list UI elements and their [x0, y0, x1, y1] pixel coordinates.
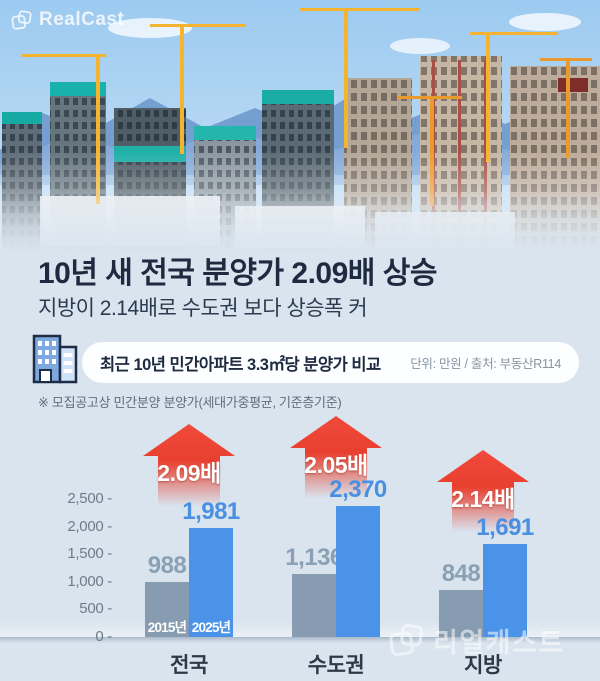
buildings-icon: [32, 334, 78, 389]
unit-source-label: 단위: 만원 / 출처: 부동산R114: [410, 357, 561, 371]
bar-2015년-전국: [145, 582, 189, 637]
y-axis-tick: 1,000 -: [67, 572, 112, 590]
baseline: [0, 637, 600, 643]
construction-site-photo: [0, 0, 600, 265]
growth-multiplier-label: 2.05배: [304, 452, 368, 478]
headline-subtitle: 지방이 2.14배로 수도권 보다 상승폭 커: [38, 297, 368, 320]
y-axis-tick: 500 -: [79, 600, 112, 618]
growth-arrow-icon: [290, 416, 382, 498]
watermark: 리얼캐스트: [387, 620, 565, 660]
bar-2025년-지방: [483, 543, 527, 637]
watermark-text: 리얼캐스트: [433, 627, 565, 658]
watermark-cube-icon: [389, 624, 423, 657]
cube-logo-icon: [11, 10, 32, 30]
category-label-지방: 지방: [464, 654, 502, 677]
bar-2025년-전국: [189, 527, 233, 637]
bar-value-label: 1,981: [182, 497, 240, 525]
y-axis-tick: 2,000 -: [67, 517, 112, 535]
bar-value-label: 1,136: [285, 544, 343, 572]
chart-footnote: ※ 모집공고상 민간분양 분양가(세대가중평균, 기준층기준): [38, 395, 342, 410]
y-axis-tick: 0 -: [95, 628, 112, 645]
category-label-수도권: 수도권: [307, 654, 365, 677]
growth-multiplier-label: 2.09배: [157, 460, 221, 486]
brand-logo: RealCast: [10, 8, 124, 32]
construction-photo-art: [0, 0, 600, 265]
bar-year-label: 2015년: [147, 620, 187, 635]
bar-2015년-수도권: [292, 574, 336, 637]
growth-arrow-icon: [437, 450, 529, 532]
category-label-전국: 전국: [170, 654, 208, 677]
y-axis-tick: 2,500 -: [67, 490, 112, 507]
headline-block: 10년 새 전국 분양가 2.09배 상승 지방이 2.14배로 수도권 보다 …: [38, 256, 437, 322]
headline-title: 10년 새 전국 분양가 2.09배 상승: [38, 257, 437, 290]
chart-info-pill: 최근 10년 민간아파트 3.3㎡당 분양가 비교 단위: 만원 / 출처: 부…: [82, 342, 579, 383]
bar-2015년-지방: [439, 590, 483, 637]
chart-title: 최근 10년 민간아파트 3.3㎡당 분양가 비교: [100, 355, 381, 374]
growth-multiplier-label: 2.14배: [451, 486, 515, 512]
bar-year-label: 2025년: [191, 620, 231, 635]
bar-value-label: 1,691: [476, 513, 534, 541]
bar-2025년-수도권: [336, 506, 380, 637]
growth-arrow-icon: [143, 424, 235, 506]
bar-value-label: 988: [147, 552, 187, 580]
brand-logo-text: RealCast: [39, 9, 125, 30]
bar-value-label: 2,370: [329, 476, 387, 504]
bar-value-label: 848: [441, 560, 481, 588]
y-axis-tick: 1,500 -: [67, 545, 112, 563]
